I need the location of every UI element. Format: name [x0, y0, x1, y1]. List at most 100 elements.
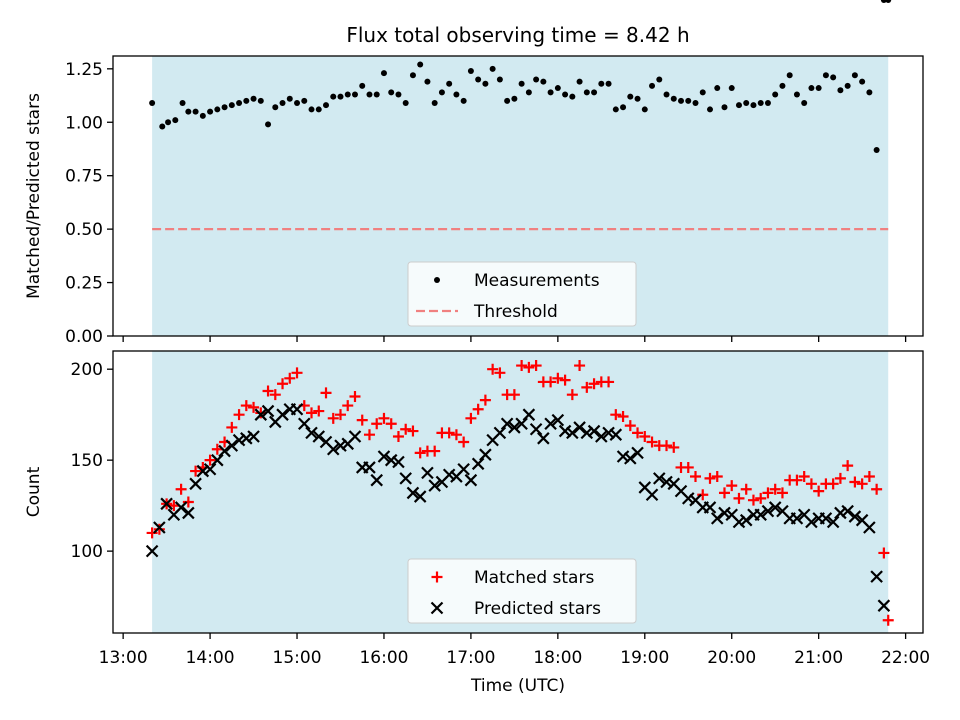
predicted-star-point: [392, 455, 405, 469]
predicted-star-point: [609, 428, 623, 441]
measurement-point: [873, 147, 880, 154]
matched-star-point: [269, 389, 281, 401]
matched-star-point: [856, 478, 868, 490]
measurement-point: [663, 91, 670, 98]
matched-star-point: [392, 431, 404, 443]
predicted-star-point: [247, 430, 260, 443]
measurement-point: [533, 76, 540, 83]
predicted-star-point: [218, 444, 231, 458]
measurement-point: [337, 93, 344, 100]
measurement-point: [576, 78, 583, 85]
measurement-point: [228, 102, 235, 109]
predicted-star-point: [645, 488, 659, 502]
predicted-star-point: [203, 462, 217, 476]
matched-star-point: [603, 376, 615, 388]
measurement-point: [547, 89, 554, 96]
matched-star-point: [248, 401, 260, 413]
x-tick-label: 18:00: [533, 648, 582, 668]
predicted-star-point: [566, 426, 579, 440]
predicted-star-point: [834, 506, 847, 520]
predicted-star-point: [703, 501, 717, 514]
measurement-point: [250, 95, 257, 102]
matched-star-point: [530, 360, 542, 372]
measurement-point: [815, 85, 822, 92]
measurement-point: [598, 80, 605, 87]
axes-frame: [112, 55, 924, 337]
series-predicted-stars: [145, 404, 891, 612]
predicted-star-point: [413, 490, 427, 503]
measurement-point: [583, 89, 590, 96]
predicted-star-point: [826, 515, 840, 529]
measurement-point: [837, 87, 844, 94]
matched-star-point: [842, 460, 854, 472]
measurement-point: [294, 100, 301, 107]
y-tick-label: 0.50: [65, 220, 103, 240]
chart-title: Flux total observing time = 8.42 h: [346, 23, 689, 47]
predicted-star-point: [276, 408, 289, 421]
matched-star-point: [747, 494, 759, 506]
measurement-point: [192, 108, 199, 115]
matched-star-point: [320, 387, 332, 399]
measurement-point: [496, 76, 503, 83]
series-matched-stars: [147, 360, 894, 626]
measurement-point: [301, 97, 308, 104]
legend-box: [407, 558, 637, 624]
predicted-star-point: [348, 430, 362, 443]
predicted-star-point: [240, 432, 253, 445]
predicted-star-point: [182, 506, 195, 520]
measurement-point: [511, 95, 518, 102]
measurement-point: [159, 123, 166, 130]
measurement-point: [525, 89, 532, 96]
matched-star-point: [878, 547, 890, 559]
measurement-point: [315, 106, 322, 113]
measurement-point: [714, 85, 721, 92]
matched-star-point: [291, 367, 303, 379]
predicted-star-point: [428, 479, 441, 492]
y-tick-label: 1.00: [65, 113, 103, 133]
predicted-star-point: [196, 464, 210, 478]
measurement-point: [388, 89, 395, 96]
measurement-point: [214, 106, 221, 113]
measurement-point: [380, 70, 387, 77]
matched-star-point: [429, 445, 441, 457]
matched-star-point: [378, 412, 390, 424]
legend-box: [407, 261, 637, 327]
predicted-star-point: [160, 497, 173, 511]
measurement-point: [236, 100, 243, 107]
measurement-point: [475, 76, 482, 83]
measurement-point: [308, 106, 315, 113]
measurement-point: [172, 117, 179, 124]
measurement-point: [409, 72, 416, 79]
measurement-point: [743, 100, 750, 107]
measurement-point: [612, 106, 619, 113]
legend-x-marker: [430, 601, 444, 615]
measurement-point: [591, 89, 598, 96]
matched-star-point: [523, 361, 535, 373]
predicted-star-point: [232, 433, 246, 447]
measurement-point: [149, 100, 156, 107]
matched-star-point: [711, 471, 723, 483]
measurement-point: [692, 100, 699, 107]
measurement-point: [373, 91, 380, 98]
measurement-point: [179, 100, 186, 107]
matched-star-point: [610, 409, 622, 421]
matched-star-point: [882, 614, 894, 626]
measurement-point: [808, 85, 815, 92]
matched-star-point: [849, 476, 861, 488]
matched-star-point: [646, 436, 658, 448]
y-tick-label: 150: [71, 451, 103, 471]
matched-star-point: [146, 527, 158, 539]
measurement-point: [460, 97, 467, 104]
measurement-point: [699, 89, 706, 96]
predicted-star-point: [145, 544, 159, 558]
x-tick-label: 14:00: [186, 648, 235, 668]
matched-star-point: [726, 480, 738, 492]
predicted-star-point: [616, 450, 630, 463]
predicted-star-point: [580, 426, 594, 440]
measurement-point: [866, 89, 873, 96]
matched-star-point: [385, 418, 397, 430]
predicted-star-point: [305, 426, 318, 440]
predicted-star-point: [399, 472, 412, 485]
matched-star-point: [334, 409, 346, 421]
